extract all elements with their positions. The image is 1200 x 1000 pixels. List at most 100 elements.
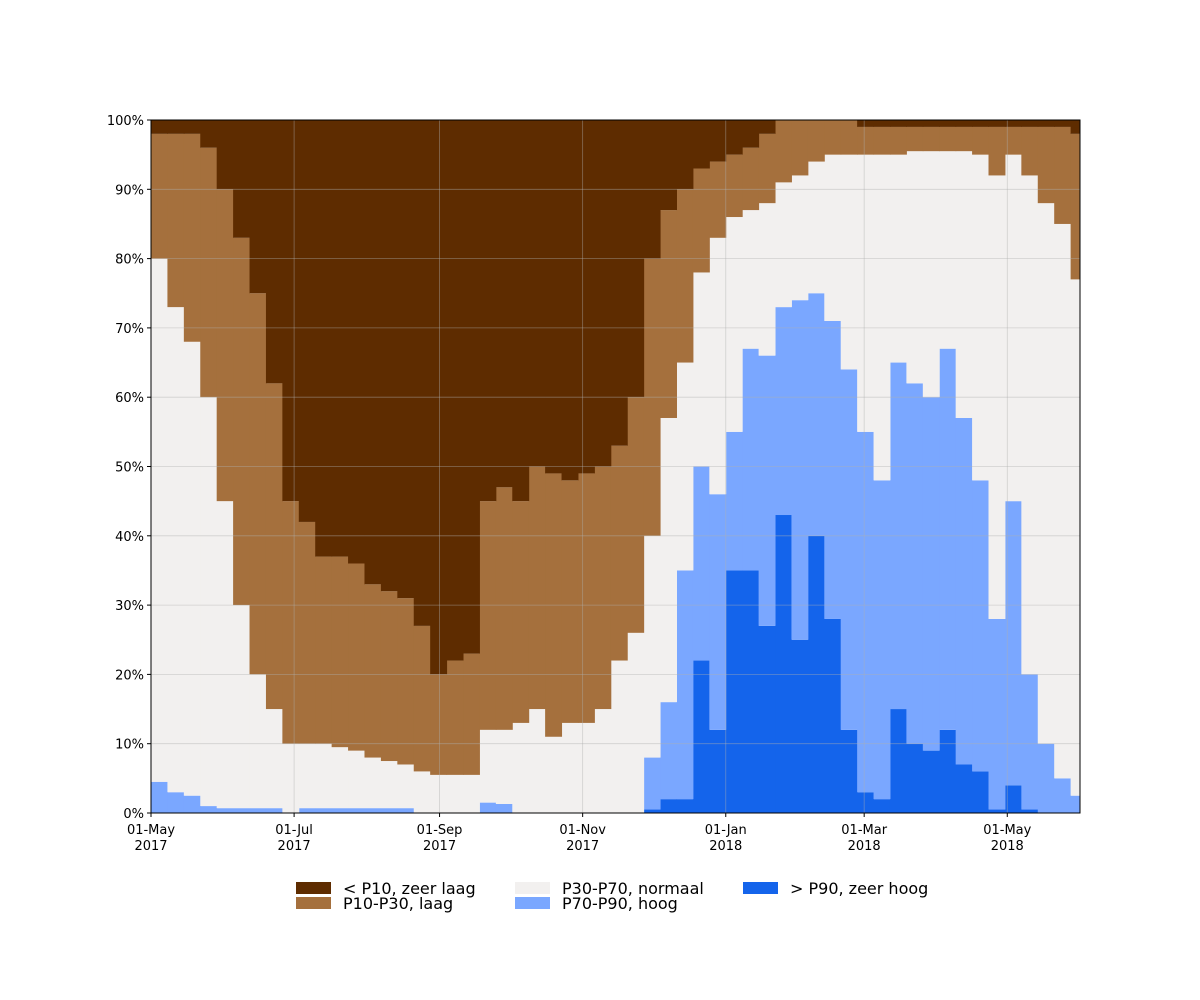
area-step: [495, 487, 513, 730]
area-step: [922, 120, 940, 127]
area-step: [545, 736, 563, 813]
area-step: [775, 120, 792, 183]
area-step: [151, 120, 168, 134]
area-step: [446, 660, 464, 775]
area-step: [265, 709, 283, 809]
area-step: [167, 133, 185, 308]
area-step: [233, 605, 251, 809]
area-step: [151, 781, 168, 813]
area-step: [1021, 120, 1039, 127]
area-step: [183, 120, 201, 134]
area-step: [889, 126, 907, 155]
area-step: [610, 445, 628, 661]
area-step: [1021, 674, 1039, 810]
area-step: [315, 808, 333, 813]
area-step: [857, 120, 875, 127]
x-tick-label: 2017: [566, 839, 599, 854]
area-step: [758, 625, 776, 813]
area-step: [348, 750, 365, 809]
area-step: [528, 466, 546, 710]
area-step: [873, 120, 891, 127]
area-step: [151, 133, 168, 259]
area-step: [1037, 120, 1055, 127]
area-step: [397, 120, 415, 599]
area-step: [725, 120, 743, 155]
area-step: [446, 120, 464, 661]
area-step: [742, 348, 760, 571]
area-step: [840, 729, 858, 813]
area-step: [939, 126, 957, 152]
plot-area: [151, 120, 1080, 813]
area-step: [183, 133, 201, 342]
area-step: [742, 570, 760, 813]
area-step: [397, 764, 415, 809]
area-step: [216, 808, 234, 813]
area-step: [463, 653, 480, 775]
area-step: [216, 120, 234, 190]
y-tick-label: 50%: [115, 461, 144, 476]
area-step: [1021, 809, 1039, 813]
area-step: [298, 521, 316, 744]
area-step: [660, 120, 677, 211]
area-step: [561, 480, 579, 723]
area-step: [380, 761, 398, 809]
area-step: [495, 803, 513, 813]
area-step: [758, 355, 776, 626]
area-step: [512, 501, 530, 723]
axes: 0%10%20%30%40%50%60%70%80%90%100%01-May2…: [107, 114, 1032, 854]
area-step: [167, 792, 185, 813]
area-step: [397, 808, 415, 813]
area-step: [922, 397, 940, 751]
area-step: [1070, 279, 1080, 796]
x-tick-label: 01-Nov: [559, 823, 606, 838]
area-step: [840, 120, 858, 155]
area-step: [709, 729, 727, 813]
area-step: [200, 147, 218, 398]
area-step: [528, 709, 546, 813]
area-step: [824, 320, 842, 619]
area-step: [249, 808, 267, 813]
area-step: [610, 120, 628, 446]
y-tick-label: 80%: [115, 253, 144, 268]
area-step: [249, 293, 267, 675]
y-tick-label: 70%: [115, 322, 144, 337]
area-step: [939, 729, 957, 813]
area-step: [627, 632, 645, 813]
area-step: [430, 674, 448, 775]
area-step: [873, 154, 891, 481]
area-step: [512, 120, 530, 502]
area-step: [857, 792, 875, 813]
x-tick-label: 01-Jan: [705, 823, 747, 838]
y-tick-label: 100%: [107, 114, 144, 129]
area-step: [331, 747, 349, 809]
area-step: [643, 757, 661, 810]
area-step: [1004, 126, 1022, 155]
area-step: [167, 120, 185, 134]
area-step: [791, 300, 809, 640]
x-tick-label: 01-May: [127, 823, 175, 838]
x-tick-label: 2017: [278, 839, 311, 854]
area-step: [364, 808, 382, 813]
area-step: [758, 133, 776, 204]
area-step: [380, 591, 398, 762]
area-step: [1037, 126, 1055, 204]
area-step: [988, 809, 1006, 813]
legend-swatch: [515, 897, 550, 909]
area-step: [265, 808, 283, 813]
area-step: [282, 743, 300, 813]
area-step: [807, 120, 825, 162]
area-step: [873, 480, 891, 800]
area-step: [692, 466, 710, 661]
area-step: [742, 120, 760, 148]
area-step: [315, 120, 333, 557]
area-step: [479, 802, 497, 813]
area-step: [380, 808, 398, 813]
area-step: [298, 743, 316, 809]
area-step: [364, 584, 382, 758]
area-step: [594, 466, 612, 710]
area-step: [1004, 785, 1022, 813]
area-step: [742, 147, 760, 211]
area-step: [807, 293, 825, 536]
area-step: [955, 151, 973, 418]
